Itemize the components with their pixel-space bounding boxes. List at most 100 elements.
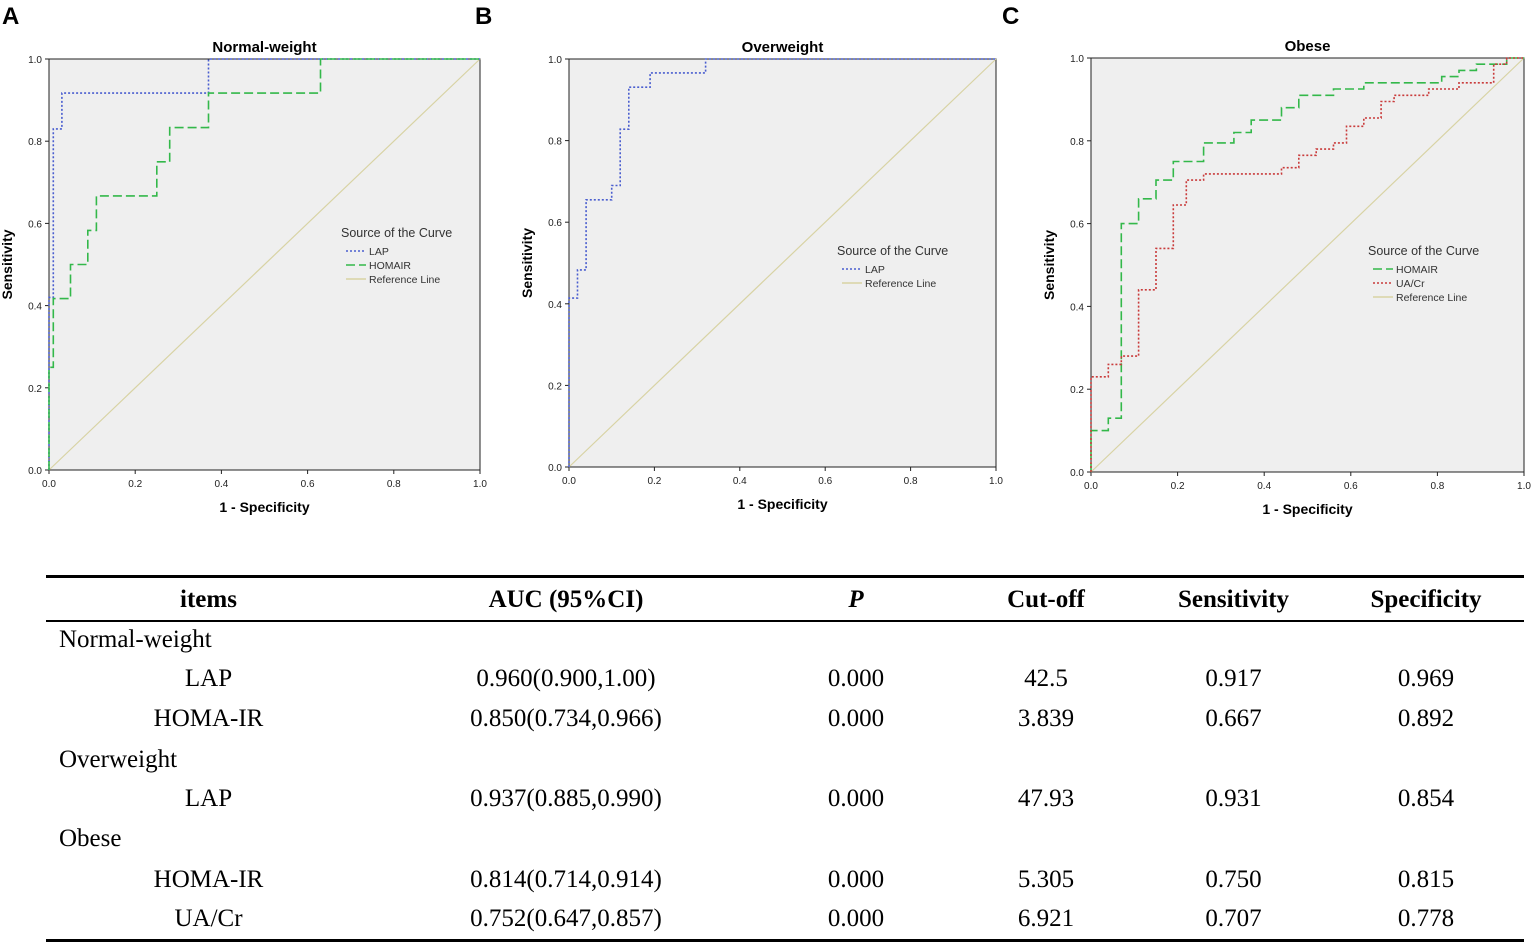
roc-charts: A Normal-weight 0.0 0.2 0.4 0.6 0.8 1.0 0.0 0.2 0.…: [0, 3, 1531, 517]
y-axis-label: Sensitivity: [1041, 230, 1057, 300]
x-tick-label: 0.4: [733, 476, 747, 487]
cell-item: HOMA-IR: [153, 866, 264, 893]
legend-entry: HOMAIR: [1396, 264, 1438, 276]
x-tick-label: 0.6: [818, 476, 832, 487]
roc-curve-ua-cr: [1090, 57, 1524, 472]
roc-curve-homair: [1090, 57, 1524, 472]
y-tick-label: 0.4: [28, 302, 42, 313]
x-tick-label: 0.0: [1084, 481, 1098, 492]
cell-item: UA/Cr: [174, 905, 243, 932]
cell-auc: 0.850(0.734,0.966): [470, 705, 662, 732]
y-tick-label: 1.0: [548, 55, 562, 66]
header-specificity: Specificity: [1370, 586, 1482, 613]
chart-title: Overweight: [742, 39, 824, 56]
cell-specificity: 0.815: [1397, 866, 1455, 893]
x-tick-label: 0.6: [1344, 481, 1358, 492]
y-tick-label: 0.2: [1070, 385, 1084, 396]
legend-title: Source of the Curve: [1368, 244, 1479, 258]
legend-title: Source of the Curve: [341, 226, 452, 240]
cell-p: 0.000: [827, 905, 885, 932]
legend-entry: LAP: [369, 246, 389, 258]
x-axis-label: 1 - Specificity: [1262, 501, 1352, 517]
y-tick-label: 0.4: [548, 300, 562, 311]
x-axis-label: 1 - Specificity: [219, 499, 309, 515]
table-bottom-rule: [46, 939, 1524, 942]
cell-p: 0.000: [827, 705, 885, 732]
y-tick-label: 0.6: [1070, 220, 1084, 231]
cell-specificity: 0.854: [1397, 785, 1455, 812]
cell-specificity: 0.778: [1397, 905, 1455, 932]
group-label: Overweight: [59, 746, 178, 773]
cell-auc: 0.752(0.647,0.857): [470, 905, 662, 932]
y-tick-label: 0.8: [28, 137, 42, 148]
cell-sensitivity: 0.750: [1205, 866, 1262, 893]
x-tick-label: 0.2: [647, 476, 661, 487]
x-tick-label: 0.2: [128, 479, 142, 490]
cell-item: LAP: [184, 665, 233, 692]
roc-curve-reference-line: [568, 58, 997, 468]
cell-auc: 0.960(0.900,1.00): [476, 665, 656, 692]
cell-p: 0.000: [827, 785, 885, 812]
table-row: LAP 0.960(0.900,1.00) 0.000 42.5 0.917 0…: [46, 659, 1524, 699]
roc-curve-reference-line: [48, 58, 481, 471]
table-row: LAP 0.937(0.885,0.990) 0.000 47.93 0.931…: [46, 779, 1524, 819]
x-tick-label: 1.0: [989, 476, 1003, 487]
cell-p: 0.000: [827, 665, 885, 692]
legend-entry: LAP: [865, 264, 885, 276]
table-row: HOMA-IR 0.814(0.714,0.914) 0.000 5.305 0…: [46, 860, 1524, 900]
y-tick-label: 0.0: [548, 463, 562, 474]
group-row-normal: Normal-weight: [46, 620, 1524, 660]
cell-cutoff: 6.921: [1017, 905, 1075, 932]
x-axis-label: 1 - Specificity: [737, 496, 827, 512]
group-label: Obese: [59, 825, 122, 852]
panel-label: C: [1002, 3, 1019, 30]
y-tick-label: 0.8: [548, 137, 562, 148]
legend-entry: Reference Line: [1396, 292, 1467, 304]
table-row: HOMA-IR 0.850(0.734,0.966) 0.000 3.839 0…: [46, 699, 1524, 739]
y-tick-label: 0.6: [28, 219, 42, 230]
header-items: items: [180, 586, 237, 613]
y-tick-label: 0.4: [1070, 302, 1084, 313]
cell-p: 0.000: [827, 866, 885, 893]
legend-entry: Reference Line: [865, 278, 936, 290]
y-tick-label: 0.0: [28, 466, 42, 477]
y-axis-label: Sensitivity: [519, 228, 535, 298]
cell-cutoff: 47.93: [1017, 785, 1075, 812]
roc-curve-homair: [48, 58, 480, 470]
cell-item: LAP: [184, 785, 233, 812]
x-tick-label: 0.0: [562, 476, 576, 487]
header-auc: AUC (95%CI): [488, 586, 644, 613]
x-tick-label: 0.0: [42, 479, 56, 490]
x-tick-label: 1.0: [1517, 481, 1531, 492]
cell-sensitivity: 0.667: [1205, 705, 1262, 732]
group-row-overweight: Overweight: [46, 740, 1524, 780]
header-p: P: [848, 586, 864, 613]
cell-cutoff: 5.305: [1017, 866, 1075, 893]
y-tick-label: 0.2: [28, 384, 42, 395]
cell-specificity: 0.969: [1397, 665, 1455, 692]
x-tick-label: 0.4: [1257, 481, 1271, 492]
legend-entry: UA/Cr: [1396, 278, 1425, 290]
y-tick-label: 0.8: [1070, 137, 1084, 148]
legend-title: Source of the Curve: [837, 244, 948, 258]
table-header-rule: [46, 620, 1524, 622]
legend-entry: Reference Line: [369, 274, 440, 286]
x-tick-label: 0.8: [904, 476, 918, 487]
chart-title: Normal-weight: [212, 39, 316, 56]
y-tick-label: 0.2: [548, 381, 562, 392]
table-top-rule: [46, 575, 1524, 578]
cell-auc: 0.937(0.885,0.990): [470, 785, 662, 812]
cell-sensitivity: 0.707: [1205, 905, 1262, 932]
x-tick-label: 0.8: [387, 479, 401, 490]
x-tick-label: 1.0: [473, 479, 487, 490]
cell-sensitivity: 0.917: [1205, 665, 1262, 692]
x-tick-label: 0.8: [1430, 481, 1444, 492]
x-tick-label: 0.2: [1171, 481, 1185, 492]
cell-cutoff: 3.839: [1017, 705, 1075, 732]
cell-sensitivity: 0.931: [1205, 785, 1262, 812]
x-tick-label: 0.6: [301, 479, 315, 490]
x-tick-label: 0.4: [214, 479, 228, 490]
y-tick-label: 1.0: [28, 55, 42, 66]
cell-item: HOMA-IR: [153, 705, 264, 732]
y-tick-label: 1.0: [1070, 54, 1084, 65]
